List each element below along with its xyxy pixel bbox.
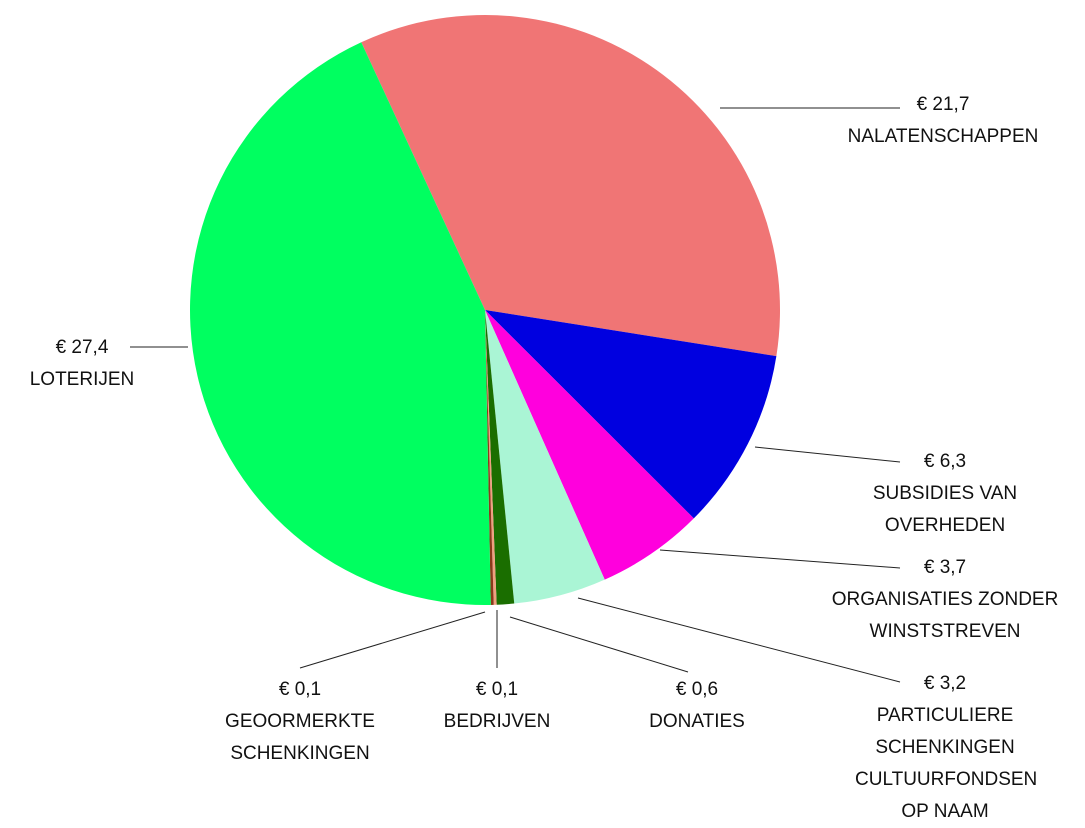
pie-slice	[485, 310, 494, 605]
category-label: BEDRIJVEN	[443, 711, 551, 732]
value-label: € 3,2	[923, 673, 967, 694]
slice-label: € 27,4 LOTERIJEN	[2, 332, 162, 396]
category-label: LOTERIJEN	[29, 369, 135, 390]
pie-slice	[190, 42, 491, 606]
value-label: € 0,6	[675, 679, 719, 700]
value-label: € 6,3	[923, 451, 967, 472]
slice-label: € 3,7 ORGANISATIES ZONDER WINSTSTREVEN	[810, 552, 1080, 648]
value-label: € 27,4	[55, 337, 109, 358]
leader-line	[299, 611, 486, 669]
category-label: SUBSIDIES VAN OVERHEDEN	[872, 483, 1018, 536]
pie-slice	[361, 15, 780, 357]
slice-label: € 0,6 DONATIES	[597, 674, 797, 738]
pie-slice	[485, 310, 777, 519]
slice-label: € 0,1 GEOORMERKTE SCHENKINGEN	[210, 674, 390, 770]
slice-label: € 0,1 BEDRIJVEN	[397, 674, 597, 738]
slice-label: € 6,3 SUBSIDIES VAN OVERHEDEN	[860, 446, 1030, 542]
pie-slice	[485, 310, 515, 605]
leader-line	[509, 616, 689, 673]
category-label: DONATIES	[649, 711, 745, 732]
slice-label: € 3,2 PARTICULIERE SCHENKINGEN CULTUURFON…	[855, 668, 1038, 828]
leader-line	[659, 549, 901, 569]
pie-slice	[485, 310, 694, 580]
value-label: € 0,1	[475, 679, 519, 700]
pie-slice	[485, 310, 497, 605]
pie-slice	[485, 310, 605, 604]
leader-line	[577, 597, 901, 683]
category-label: ORGANISATIES ZONDER WINSTSTREVEN	[831, 589, 1059, 642]
slice-label: € 21,7 NALATENSCHAPPEN	[803, 89, 1083, 153]
category-label: PARTICULIERE SCHENKINGEN CULTUURFONDSEN …	[855, 705, 1038, 822]
value-label: € 3,7	[923, 557, 967, 578]
category-label: GEOORMERKTE SCHENKINGEN	[225, 711, 375, 764]
category-label: NALATENSCHAPPEN	[847, 126, 1039, 147]
value-label: € 21,7	[916, 94, 970, 115]
leader-line	[754, 446, 901, 463]
value-label: € 0,1	[278, 679, 322, 700]
